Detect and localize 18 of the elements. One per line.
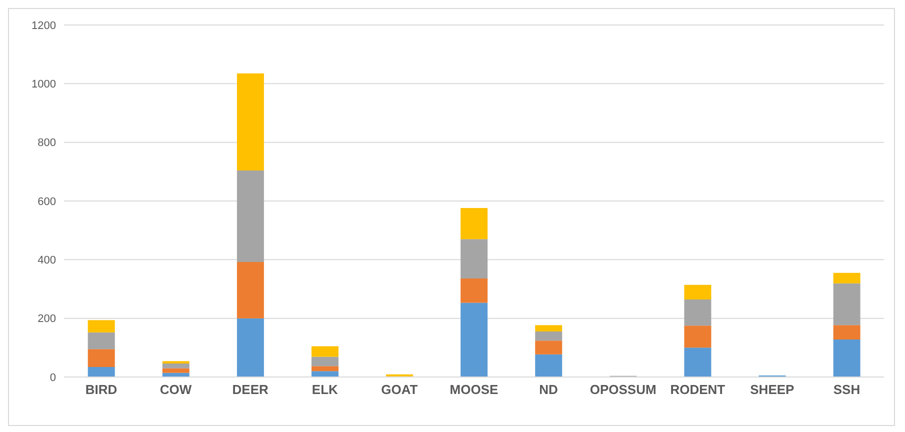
x-tick-label: BIRD bbox=[85, 382, 118, 398]
x-tick-label: SHEEP bbox=[750, 382, 795, 398]
x-tick-label: COW bbox=[160, 382, 192, 398]
x-tick-label: DEER bbox=[232, 382, 270, 398]
y-tick-label: 400 bbox=[38, 254, 56, 267]
y-tick-label: 800 bbox=[38, 137, 56, 150]
x-tick-label: RODENT bbox=[670, 382, 726, 398]
y-tick-label: 0 bbox=[50, 372, 56, 384]
y-tick-label: 200 bbox=[38, 313, 56, 326]
x-tick-label: SSH bbox=[833, 382, 860, 398]
x-tick-label: OPOSSUM bbox=[590, 382, 656, 398]
y-tick-label: 1000 bbox=[32, 78, 56, 91]
y-tick-label: 1200 bbox=[32, 20, 56, 32]
y-tick-label: 600 bbox=[38, 196, 56, 208]
x-tick-label: GOAT bbox=[381, 382, 418, 398]
x-tick-label: ND bbox=[539, 382, 558, 398]
x-tick-label: MOOSE bbox=[450, 382, 499, 398]
x-tick-label: ELK bbox=[312, 382, 339, 398]
